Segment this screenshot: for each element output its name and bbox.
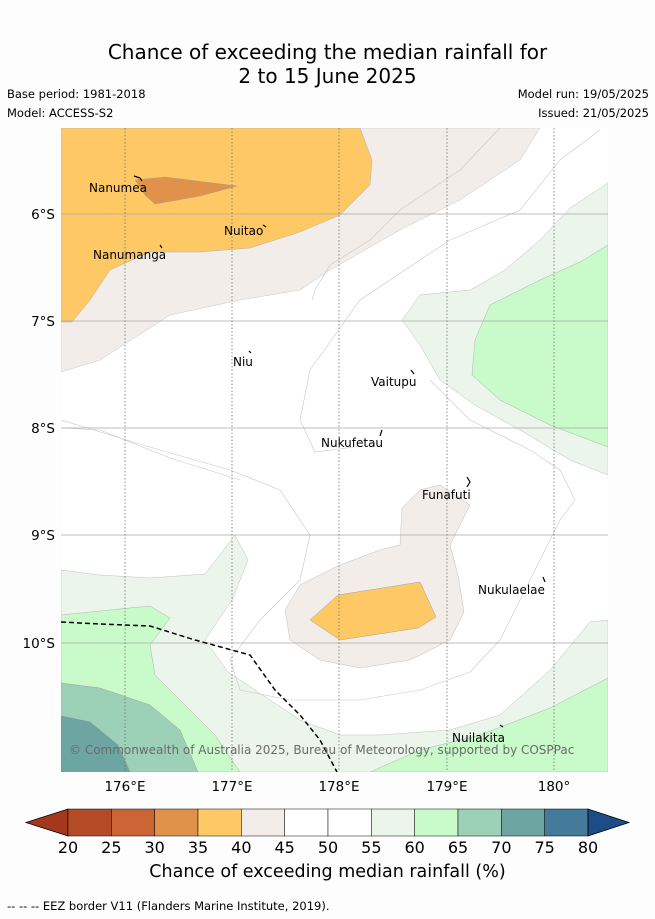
colorbar-tick: 40 [231, 838, 252, 857]
eez-border-legend: -- -- -- EEZ border V11 (Flanders Marine… [7, 899, 330, 913]
contour-30-core [134, 176, 238, 205]
lon-tick-label: 176°E [104, 779, 145, 795]
lat-tick-label: 10°S [23, 636, 56, 652]
eez-border-line [61, 621, 338, 772]
colorbar-tick: 80 [577, 838, 599, 857]
issued-date: Issued: 21/05/2025 [538, 106, 649, 120]
lon-gridlines [124, 128, 555, 772]
map-title-line2: 2 to 15 June 2025 [238, 64, 417, 88]
contour-50-line-2 [299, 129, 601, 453]
place-label-nuilakita: Nuilakita [452, 731, 505, 745]
lat-gridlines [61, 213, 608, 644]
base-period: Base period: 1981-2018 [7, 87, 146, 101]
place-label-nukufetau: Nukufetau [321, 436, 383, 450]
colorbar-tick: 70 [491, 838, 512, 857]
colorbar-tick: 60 [404, 838, 425, 857]
place-label-nanumanga: Nanumanga [93, 248, 166, 262]
lat-tick-label: 6°S [31, 207, 55, 223]
colorbar-segment [414, 808, 459, 837]
colorbar-extend-low [24, 808, 69, 837]
map-title-line1: Chance of exceeding the median rainfall … [107, 40, 548, 64]
colorbar-tick: 55 [361, 838, 382, 857]
place-label-nuitao: Nuitao [224, 224, 263, 238]
lon-tick-label: 179°E [426, 779, 467, 795]
contour-60-south [61, 534, 608, 772]
colorbar-tick: 45 [274, 838, 295, 857]
copyright-notice: © Commonwealth of Australia 2025, Bureau… [69, 743, 574, 757]
place-label-vaitupu: Vaitupu [371, 375, 417, 389]
lat-tick-label: 9°S [31, 528, 55, 544]
contour-55-line [61, 379, 576, 701]
place-label-funafuti: Funafuti [422, 488, 471, 502]
contour-65-south [369, 677, 608, 772]
colorbar [24, 808, 631, 837]
colorbar-segment [154, 808, 199, 837]
colorbar-segment [67, 808, 112, 837]
colorbar-tick: 30 [144, 838, 165, 857]
lon-tick-label: 177°E [211, 779, 252, 795]
colorbar-tick: 35 [187, 838, 209, 857]
island-marks [133, 175, 546, 728]
contour-35-north [61, 128, 373, 323]
model-run-date: Model run: 19/05/2025 [517, 87, 649, 101]
colorbar-tick: 65 [447, 838, 469, 857]
colorbar-segment [457, 808, 502, 837]
contour-55-line-2 [61, 427, 241, 481]
colorbar-segment [241, 808, 285, 837]
lat-tick-label: 8°S [31, 421, 55, 437]
colorbar-segment [197, 808, 242, 837]
colorbar-segment [111, 808, 155, 837]
lon-tick-label: 180° [538, 779, 571, 795]
colorbar-tick: 75 [534, 838, 555, 857]
contour-50-line-1 [311, 128, 501, 301]
model-name: Model: ACCESS-S2 [7, 106, 114, 120]
colorbar-extend-high [587, 808, 631, 837]
colorbar-segment [284, 808, 329, 837]
colorbar-segment [327, 808, 372, 837]
colorbar-title: Chance of exceeding median rainfall (%) [149, 862, 506, 882]
lat-tick-label: 7°S [31, 314, 55, 330]
contour-35-central [309, 581, 437, 641]
colorbar-segment [371, 808, 415, 837]
contour-75-southwest [61, 715, 131, 772]
colorbar-tick: 50 [317, 838, 339, 857]
colorbar-segment [544, 808, 589, 837]
lon-tick-label: 178°E [318, 779, 359, 795]
place-label-nukulaelae: Nukulaelae [478, 583, 545, 597]
colorbar-tick: 20 [57, 838, 79, 857]
place-label-niu: Niu [233, 355, 253, 369]
colorbar-tick: 25 [101, 838, 122, 857]
place-label-nanumea: Nanumea [89, 181, 147, 195]
contour-65-east [471, 244, 608, 448]
map-panel: Nanumea Nuitao Nanumanga Niu Vaitupu Nuk… [61, 128, 608, 772]
colorbar-segment [501, 808, 545, 837]
